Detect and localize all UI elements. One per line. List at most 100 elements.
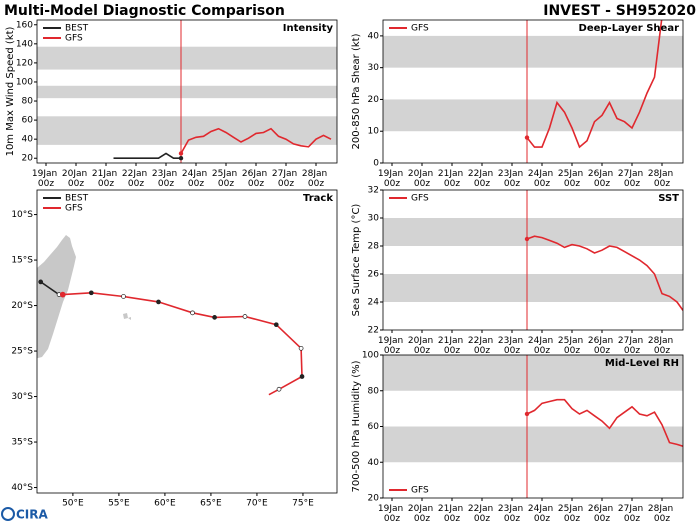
y-tick-label: 100	[16, 77, 33, 87]
track-point	[273, 322, 279, 328]
y-tick-label: 20	[368, 95, 380, 105]
frame	[382, 19, 684, 164]
y-tick-label: 25°S	[11, 347, 33, 357]
x-tick-label: 25Jan 00z	[212, 169, 240, 189]
y-tick-label: 26	[368, 270, 380, 280]
y-tick-label: 140	[16, 39, 33, 49]
y-tick-label: 20°S	[11, 301, 33, 311]
init-point	[178, 156, 184, 161]
x-tick-label: 24Jan 00z	[528, 504, 556, 524]
y-tick-label: 30°S	[11, 392, 33, 402]
logo-text: CIRA	[16, 508, 49, 522]
x-tick-label: 19Jan 00z	[378, 336, 406, 356]
land	[37, 235, 131, 359]
x-tick-label: 20Jan 00z	[62, 169, 90, 189]
band	[383, 218, 683, 246]
track-point	[88, 290, 94, 296]
band	[383, 355, 683, 391]
series-line	[40, 281, 60, 296]
legend-label: GFS	[65, 34, 83, 44]
track-point	[121, 294, 126, 299]
band	[37, 85, 337, 99]
y-tick-label: 28	[368, 242, 380, 252]
panel	[383, 355, 683, 498]
x-tick-label: 22Jan 00z	[468, 504, 496, 524]
panel	[383, 190, 683, 330]
legend-label: GFS	[411, 194, 429, 204]
series-line	[180, 127, 332, 154]
x-tick-label: 75°E	[292, 499, 314, 509]
band	[383, 426, 683, 463]
madagascar	[37, 235, 76, 359]
x-tick-label: 27Jan 00z	[618, 504, 646, 524]
page-title: Multi-Model Diagnostic Comparison	[4, 3, 285, 19]
y-tick-label: 80	[22, 97, 34, 107]
panel	[383, 20, 683, 163]
y-tick-label: 35°S	[11, 438, 33, 448]
x-tick-label: 27Jan 00z	[618, 169, 646, 189]
x-tick-label: 26Jan 00z	[588, 169, 616, 189]
band	[383, 35, 683, 68]
init-point	[524, 135, 530, 140]
y-tick-label: 160	[16, 20, 33, 30]
x-tick-label: 27Jan 00z	[272, 169, 300, 189]
panel	[37, 20, 337, 163]
x-tick-label: 50°E	[62, 499, 84, 509]
x-tick-label: 28Jan 00z	[648, 169, 676, 189]
legend-label: GFS	[411, 24, 429, 34]
y-tick-label: 10°S	[11, 210, 33, 220]
frame	[36, 189, 338, 494]
x-tick-label: 22Jan 00z	[122, 169, 150, 189]
track-point	[59, 291, 66, 298]
x-tick-label: 70°E	[246, 499, 268, 509]
panel-title: Deep-Layer Shear	[579, 23, 680, 34]
y-tick-label: 20	[22, 154, 34, 164]
x-tick-label: 24Jan 00z	[528, 169, 556, 189]
y-tick-label: 40°S	[11, 483, 33, 493]
y-tick-label: 32	[368, 186, 379, 196]
x-tick-label: 26Jan 00z	[588, 504, 616, 524]
x-tick-label: 24Jan 00z	[182, 169, 210, 189]
x-tick-label: 21Jan 00z	[438, 169, 466, 189]
x-tick-label: 20Jan 00z	[408, 504, 436, 524]
x-tick-label: 22Jan 00z	[468, 169, 496, 189]
x-tick-label: 20Jan 00z	[408, 169, 436, 189]
x-tick-label: 28Jan 00z	[648, 336, 676, 356]
x-tick-label: 28Jan 00z	[648, 504, 676, 524]
band	[383, 274, 683, 302]
y-tick-label: 40	[22, 135, 34, 145]
x-tick-label: 25Jan 00z	[558, 336, 586, 356]
x-tick-label: 21Jan 00z	[92, 169, 120, 189]
legend-label: GFS	[411, 486, 429, 496]
x-tick-label: 26Jan 00z	[242, 169, 270, 189]
track-point	[276, 386, 282, 392]
y-tick-label: 100	[362, 351, 379, 361]
x-tick-label: 19Jan 00z	[378, 504, 406, 524]
y-tick-label: 15°S	[11, 256, 33, 266]
y-tick-label: 0	[373, 159, 379, 169]
x-tick-label: 27Jan 00z	[618, 336, 646, 356]
x-tick-label: 25Jan 00z	[558, 169, 586, 189]
y-tick-label: 30	[368, 63, 380, 73]
y-axis-label: 700-500 hPa Humidity (%)	[351, 360, 362, 492]
legend-label: GFS	[65, 204, 83, 214]
track-point	[190, 310, 195, 316]
storm-id: INVEST - SH952020	[543, 3, 696, 19]
y-tick-label: 20	[368, 494, 380, 504]
y-axis-label: 200-850 hPa Shear (kt)	[351, 33, 362, 149]
track-point	[212, 315, 217, 320]
x-tick-label: 19Jan 00z	[32, 169, 60, 189]
logo: CIRA	[1, 507, 49, 522]
series-line	[62, 291, 303, 396]
x-tick-label: 26Jan 00z	[588, 336, 616, 356]
series-line	[526, 235, 683, 311]
x-tick-label: 28Jan 00z	[302, 169, 330, 189]
y-tick-label: 80	[368, 386, 380, 396]
logo-mark	[1, 507, 15, 521]
y-tick-label: 10	[368, 127, 380, 137]
track-point	[156, 299, 161, 305]
legend-label: BEST	[65, 24, 89, 34]
init-point	[524, 411, 530, 417]
panel	[38, 279, 305, 396]
